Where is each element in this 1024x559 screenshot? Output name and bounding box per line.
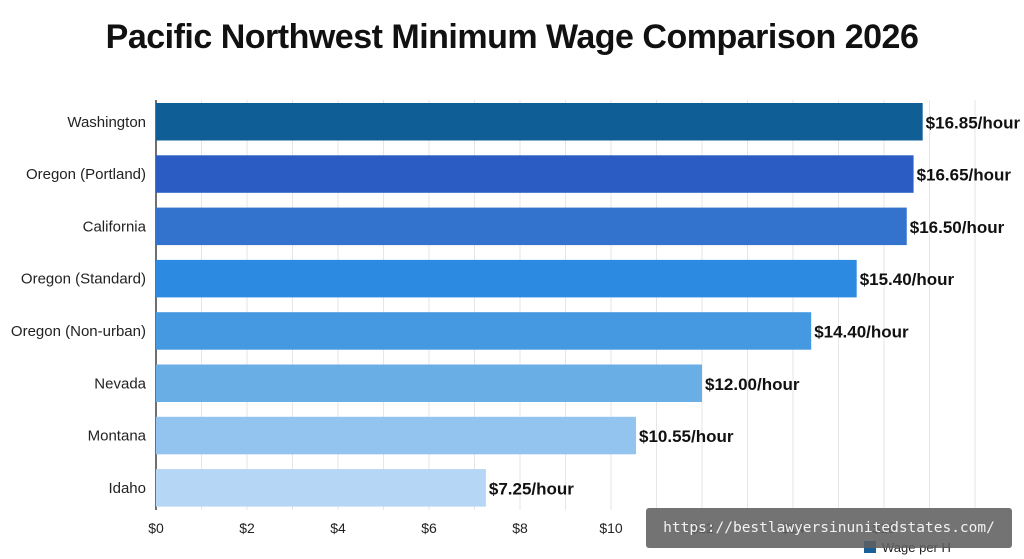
x-tick-label: $2 — [239, 520, 255, 536]
category-label: Washington — [67, 114, 146, 131]
category-label: Montana — [88, 428, 147, 445]
category-label: Oregon (Portland) — [26, 166, 146, 183]
category-label: Oregon (Non-urban) — [11, 323, 146, 340]
category-label: Idaho — [108, 480, 146, 497]
labels: $0$2$4$6$8$10$12$14$16Washington$16.85/h… — [11, 113, 1021, 536]
bar — [156, 364, 702, 402]
bars — [156, 103, 923, 507]
x-tick-label: $4 — [330, 520, 346, 536]
bar — [156, 259, 857, 298]
bar — [156, 469, 486, 507]
bar — [156, 207, 907, 246]
value-label: $12.00/hour — [705, 375, 800, 394]
value-label: $15.40/hour — [860, 270, 955, 289]
category-label: Nevada — [94, 375, 146, 392]
category-label: Oregon (Standard) — [21, 271, 146, 288]
value-label: $16.50/hour — [910, 218, 1005, 237]
value-label: $16.65/hour — [917, 166, 1012, 185]
watermark-url: https://bestlawyersinunitedstates.com/ — [646, 508, 1012, 548]
bar — [156, 312, 812, 350]
bar — [156, 155, 914, 193]
x-tick-label: $0 — [148, 520, 164, 536]
bar — [156, 103, 923, 141]
value-label: $10.55/hour — [639, 427, 734, 446]
x-tick-label: $8 — [512, 520, 528, 536]
category-label: California — [83, 218, 147, 235]
x-tick-label: $6 — [421, 520, 437, 536]
value-label: $16.85/hour — [926, 113, 1021, 132]
value-label: $7.25/hour — [489, 479, 574, 498]
x-tick-label: $10 — [599, 520, 623, 536]
chart-title: Pacific Northwest Minimum Wage Compariso… — [105, 18, 919, 56]
bar — [156, 416, 637, 455]
value-label: $14.40/hour — [814, 322, 909, 341]
